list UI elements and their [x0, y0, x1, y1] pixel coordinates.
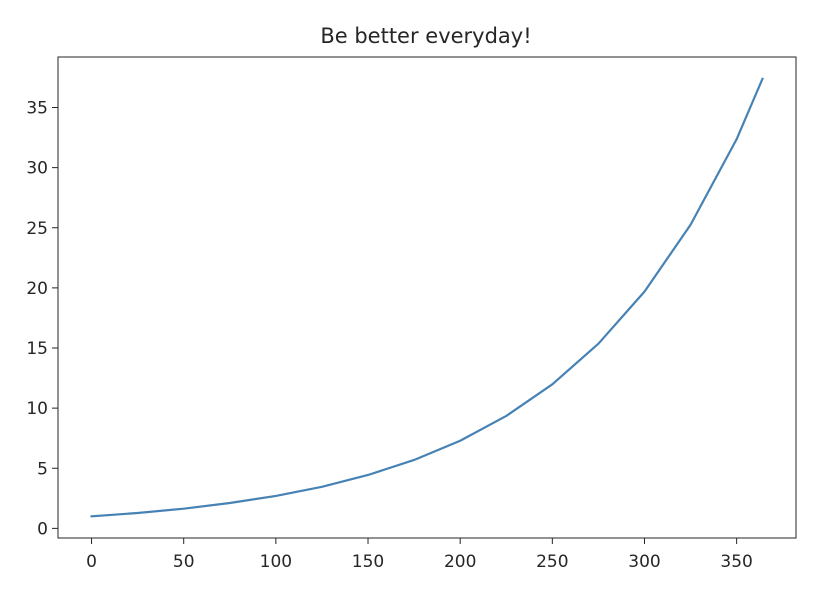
series-layer	[90, 77, 764, 518]
x-tick-label: 350	[720, 552, 752, 572]
y-tick-label: 30	[26, 159, 48, 179]
x-tick-label: 0	[86, 552, 97, 572]
x-tick-label: 150	[352, 552, 384, 572]
x-tick-label: 100	[260, 552, 292, 572]
y-tick-label: 25	[26, 219, 48, 239]
plot-area-frame	[57, 56, 797, 539]
x-tick-label: 300	[628, 552, 660, 572]
y-tick-label: 5	[37, 459, 48, 479]
chart-title: Be better everyday!	[320, 24, 531, 48]
x-tick-label: 200	[444, 552, 476, 572]
y-tick-label: 0	[37, 519, 48, 539]
y-tick-label: 15	[26, 339, 48, 359]
y-tick-label: 10	[26, 399, 48, 419]
x-tick-label: 50	[173, 552, 195, 572]
axis-ticks: 0 50 100 150 200 250 300 350 0 5 10 15 20 25 30 35	[26, 99, 753, 572]
y-tick-label: 20	[26, 279, 48, 299]
y-tick-label: 35	[26, 99, 48, 119]
x-tick-label: 250	[536, 552, 568, 572]
series-line	[90, 77, 764, 518]
